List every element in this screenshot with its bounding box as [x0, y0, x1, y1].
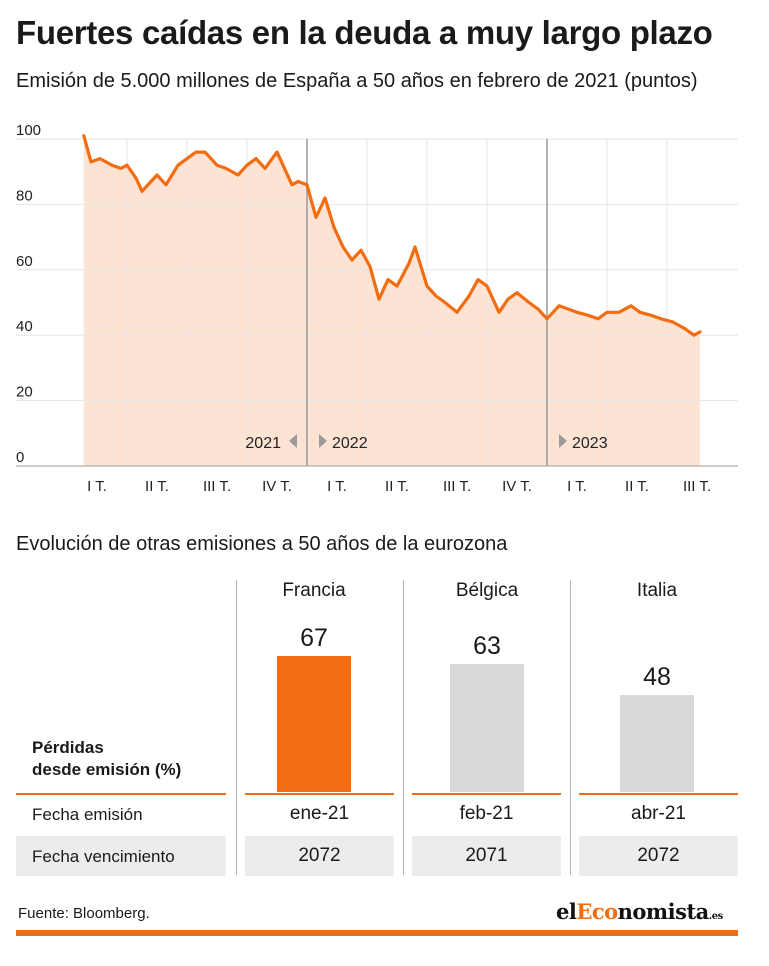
series-area — [83, 135, 701, 466]
bar-value-belgium: 63 — [473, 632, 501, 661]
x-tick-label: IV T. — [262, 478, 292, 495]
chart-subtitle: Emisión de 5.000 millones de España a 50… — [16, 70, 698, 92]
row-divider — [245, 793, 394, 795]
footer-bar — [16, 930, 738, 936]
y-tick-label: 40 — [16, 318, 33, 335]
brand-logo: elEconomista.es — [556, 899, 723, 924]
year-label: 2021 — [245, 435, 281, 452]
x-tick-label: I T. — [327, 478, 347, 495]
issue-date-label: Fecha emisión — [32, 805, 143, 824]
country-belgium: Bélgica — [455, 580, 519, 601]
row-divider — [16, 793, 226, 795]
y-tick-label: 100 — [16, 122, 41, 139]
maturity-italy: 2072 — [637, 845, 680, 866]
source-note: Fuente: Bloomberg. — [18, 905, 150, 922]
y-tick-label: 0 — [16, 449, 24, 466]
x-tick-label: II T. — [385, 478, 409, 495]
losses-label-line2: desde emisión (%) — [32, 760, 182, 779]
chart-title: Fuertes caídas en la deuda a muy largo p… — [16, 14, 713, 51]
line-chart: 0 20 40 60 80 100 I T. II T. III T. IV T. I T. II T… — [16, 122, 738, 495]
x-tick-label: II T. — [145, 478, 169, 495]
issue-date-belgium: feb-21 — [459, 803, 514, 824]
y-tick-label: 20 — [16, 384, 33, 401]
bar-value-italy: 48 — [643, 662, 671, 691]
year-label: 2023 — [572, 435, 608, 452]
y-tick-label: 80 — [16, 187, 33, 204]
bar-france — [277, 656, 351, 792]
maturity-belgium: 2071 — [465, 845, 508, 866]
year-arrow — [319, 434, 327, 448]
x-tick-label: II T. — [625, 478, 649, 495]
bar-belgium — [450, 664, 524, 792]
year-arrow — [289, 434, 297, 448]
column-separator — [403, 580, 404, 875]
x-tick-label: I T. — [87, 478, 107, 495]
maturity-date-label: Fecha vencimiento — [32, 847, 175, 866]
maturity-cell-bg — [245, 836, 394, 876]
losses-label-line1: Pérdidas — [32, 738, 104, 757]
column-separator — [570, 580, 571, 875]
x-tick-label: IV T. — [502, 478, 532, 495]
row-divider — [579, 793, 738, 795]
maturity-cell-bg — [412, 836, 561, 876]
losses-label: Pérdidas desde emisión (%) — [32, 737, 181, 781]
bar-value-france: 67 — [300, 624, 328, 652]
row-divider — [412, 793, 561, 795]
x-tick-label: III T. — [443, 478, 471, 495]
country-france: Francia — [282, 580, 346, 601]
maturity-cell-bg — [579, 836, 738, 876]
eurozone-heading: Evolución de otras emisiones a 50 años d… — [16, 533, 508, 555]
x-tick-label: III T. — [683, 478, 711, 495]
x-tick-label: I T. — [567, 478, 587, 495]
country-italy: Italia — [636, 580, 678, 601]
column-separator — [236, 580, 237, 875]
issue-date-france: ene-21 — [289, 803, 350, 824]
year-arrow — [559, 434, 567, 448]
series-line — [82, 134, 702, 337]
maturity-france: 2072 — [298, 845, 341, 866]
bar-italy — [620, 694, 694, 792]
issue-date-italy: abr-21 — [631, 803, 686, 824]
maturity-row-bg — [16, 836, 226, 876]
year-label: 2022 — [332, 435, 368, 452]
y-tick-label: 60 — [16, 253, 33, 270]
x-tick-label: III T. — [203, 478, 231, 495]
